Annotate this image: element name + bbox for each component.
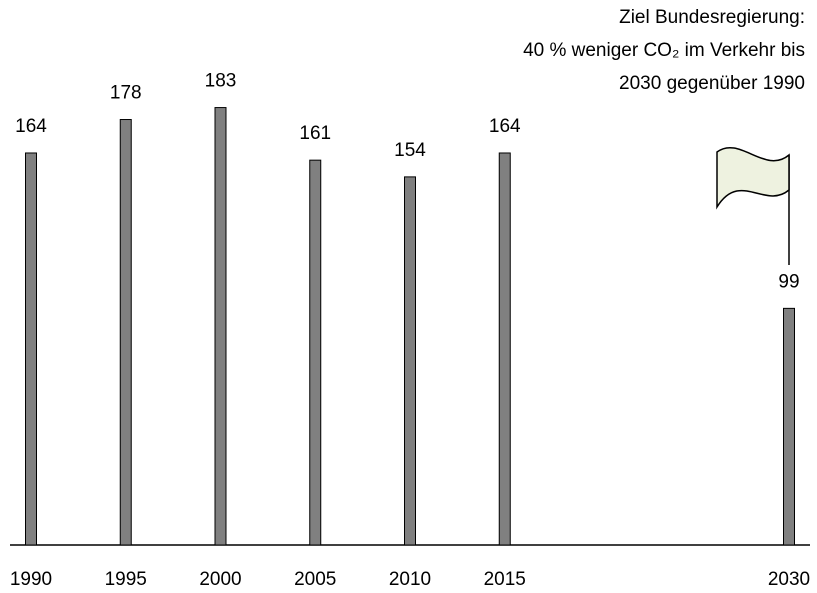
- bar: [498, 152, 511, 546]
- value-label: 183: [205, 71, 237, 92]
- x-tick-label: 2015: [484, 569, 526, 590]
- x-tick-label: 2000: [199, 569, 241, 590]
- annotation: Ziel Bundesregierung:: [619, 7, 805, 28]
- bar: [25, 152, 37, 546]
- value-label: 161: [299, 123, 331, 144]
- x-tick-label: 1995: [105, 569, 147, 590]
- bar: [783, 307, 795, 546]
- value-label: 154: [394, 140, 426, 161]
- value-label: 99: [778, 271, 799, 292]
- x-tick-label: 1990: [10, 569, 52, 590]
- x-tick-label: 2010: [389, 569, 431, 590]
- value-label: 164: [489, 116, 521, 137]
- flag: [716, 146, 790, 210]
- annotation: 2030 gegenüber 1990: [619, 73, 805, 94]
- bar: [404, 176, 416, 546]
- x-tick-label: 2030: [768, 569, 810, 590]
- annotation: 40 % weniger CO₂ im Verkehr bis: [523, 40, 805, 61]
- value-label: 164: [15, 116, 47, 137]
- x-tick-label: 2005: [294, 569, 336, 590]
- bar: [309, 159, 322, 546]
- value-label: 178: [110, 83, 142, 104]
- bar: [214, 107, 227, 546]
- bar: [119, 119, 132, 546]
